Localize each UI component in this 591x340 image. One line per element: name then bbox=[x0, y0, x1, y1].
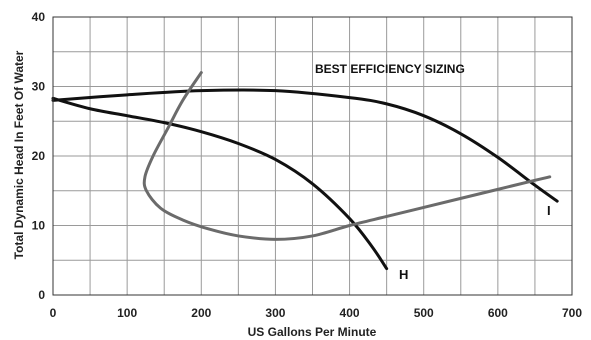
y-tick-label: 10 bbox=[32, 219, 46, 233]
series-line-i bbox=[51, 88, 559, 203]
x-tick-label: 700 bbox=[562, 306, 582, 320]
y-axis-title: Total Dynamic Head In Feet Of Water bbox=[12, 50, 26, 259]
x-tick-label: 400 bbox=[340, 306, 360, 320]
series-label-i: I bbox=[547, 203, 551, 218]
x-tick-label: 100 bbox=[117, 306, 137, 320]
efficiency-curve-line bbox=[142, 71, 552, 241]
series-line-h bbox=[51, 96, 389, 271]
series-label-h: H bbox=[399, 267, 408, 282]
y-tick-label: 0 bbox=[38, 288, 45, 302]
y-tick-label: 20 bbox=[32, 149, 46, 163]
x-axis-title: US Gallons Per Minute bbox=[248, 325, 377, 339]
chart-annotation: BEST EFFICIENCY SIZING bbox=[315, 62, 465, 76]
tick-labels: 0 100 200 300 400 500 600 700 0 10 20 30 40 bbox=[32, 10, 583, 320]
x-tick-label: 600 bbox=[488, 306, 508, 320]
plot-frame bbox=[52, 16, 573, 296]
x-tick-label: 500 bbox=[414, 306, 434, 320]
series-lines bbox=[51, 71, 559, 271]
grid bbox=[53, 17, 572, 295]
y-tick-label: 30 bbox=[32, 80, 46, 94]
x-tick-label: 300 bbox=[265, 306, 285, 320]
y-tick-label: 40 bbox=[32, 10, 46, 24]
x-tick-label: 0 bbox=[50, 306, 57, 320]
x-tick-label: 200 bbox=[191, 306, 211, 320]
